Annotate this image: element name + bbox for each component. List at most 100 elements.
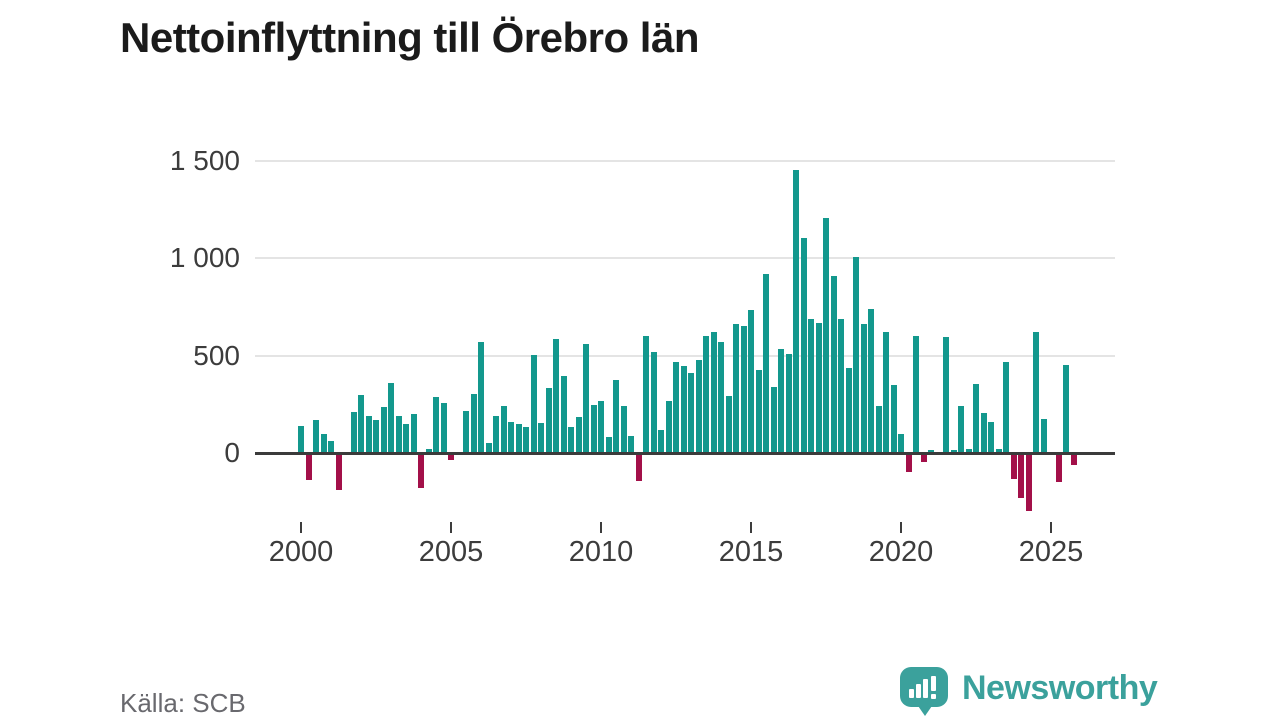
bar-2001-Q1 [328,441,334,453]
bar-2013-Q2 [695,360,702,453]
logo-bar-icon [909,689,914,698]
bar-2009-Q4 [590,405,597,453]
bar-2006-Q3 [493,415,499,453]
gridline [255,257,1115,260]
bar-2015-Q3 [763,273,769,453]
bar-2007-Q1 [508,421,514,453]
bar-2001-Q4 [350,412,357,453]
bar-2004-Q2 [425,449,432,453]
bar-2019-Q2 [875,406,882,453]
bar-2010-Q2 [605,437,612,453]
bar-2020-Q1 [898,433,904,453]
bar-2010-Q1 [598,401,604,453]
bar-2023-Q2 [995,449,1002,453]
bar-2014-Q2 [725,395,732,453]
bar-2002-Q4 [380,407,387,453]
bar-2016-Q4 [800,237,807,453]
logo-bar-icon [916,684,921,698]
bar-2006-Q1 [478,341,484,453]
bar-2008-Q3 [553,339,559,453]
bar-2009-Q3 [583,343,589,453]
bar-2000-Q2 [305,453,312,481]
bar-2004-Q1 [418,453,424,489]
x-axis-tick-label: 2010 [568,536,634,568]
bar-2019-Q3 [883,332,889,453]
speech-bubble-tail [916,703,934,716]
x-axis-tick [750,522,752,533]
bar-2003-Q2 [395,415,402,453]
bar-2003-Q3 [403,423,409,453]
bar-2018-Q4 [860,324,867,453]
chart-title: Nettoinflyttning till Örebro län [120,14,699,61]
x-axis-tick [300,522,302,533]
bar-2013-Q1 [688,373,694,453]
bar-2023-Q4 [1010,453,1017,480]
bar-2007-Q4 [530,354,537,453]
bar-2018-Q3 [853,257,859,453]
bar-2001-Q2 [335,453,342,490]
bar-2009-Q2 [575,416,582,453]
source-label: Källa: SCB [120,688,246,718]
bar-2006-Q4 [500,406,507,453]
bar-2012-Q1 [658,429,664,453]
y-axis-tick-label: 0 [224,437,240,468]
bar-2012-Q3 [673,362,679,453]
bar-2024-Q1 [1018,453,1024,498]
bar-2019-Q1 [868,308,874,453]
bar-2014-Q1 [718,341,724,453]
gridline [255,159,1115,162]
logo-bar-icon [923,679,928,698]
bar-2000-Q4 [320,433,327,453]
y-axis-tick-label: 1 000 [169,242,240,274]
x-axis-tick-label: 2020 [868,536,934,568]
bar-2022-Q4 [980,413,987,453]
bar-2025-Q3 [1063,365,1069,453]
bar-2020-Q3 [913,336,919,453]
bar-2022-Q1 [958,406,964,453]
bar-2016-Q2 [785,353,792,453]
bar-2011-Q4 [650,351,657,453]
bar-2015-Q1 [748,309,754,453]
newsworthy-logo: Newsworthy [898,660,1158,716]
bar-2025-Q4 [1070,453,1077,465]
zero-axis-line [255,451,1115,455]
bar-2002-Q3 [373,419,379,453]
bar-2006-Q2 [485,443,492,453]
bar-2015-Q4 [770,386,777,453]
gridline [255,354,1115,357]
bar-2017-Q1 [808,318,814,453]
bar-2017-Q4 [830,275,837,453]
bar-2002-Q1 [358,394,364,453]
bar-2000-Q3 [313,419,319,453]
bar-2013-Q3 [703,336,709,453]
bar-2014-Q3 [733,324,739,453]
x-axis-tick-label: 2005 [418,536,484,568]
x-axis-tick-label: 2000 [268,536,334,568]
bar-2008-Q1 [538,422,544,453]
bar-2023-Q1 [988,421,994,453]
bar-2011-Q3 [643,336,649,453]
bar-2011-Q1 [628,436,634,453]
bar-2022-Q2 [965,449,972,453]
x-axis-tick [1050,522,1052,533]
bar-2003-Q4 [410,414,417,453]
bar-2019-Q4 [890,384,897,453]
bar-2007-Q3 [523,426,529,453]
brand-name: Newsworthy [962,668,1158,707]
bar-2016-Q1 [778,348,784,453]
bar-2005-Q4 [470,393,477,453]
bar-2010-Q3 [613,379,619,453]
bar-2005-Q1 [448,453,454,460]
bar-2017-Q3 [823,218,829,453]
bar-2021-Q3 [943,337,949,453]
logo-exclamation-icon [931,676,936,691]
bar-2011-Q2 [635,453,642,482]
bar-2007-Q2 [515,423,522,453]
bar-2017-Q2 [815,323,822,453]
x-axis-tick [600,522,602,533]
y-axis-tick-label: 1 500 [169,144,240,176]
bar-2024-Q2 [1025,453,1032,512]
bar-2008-Q2 [545,387,552,453]
